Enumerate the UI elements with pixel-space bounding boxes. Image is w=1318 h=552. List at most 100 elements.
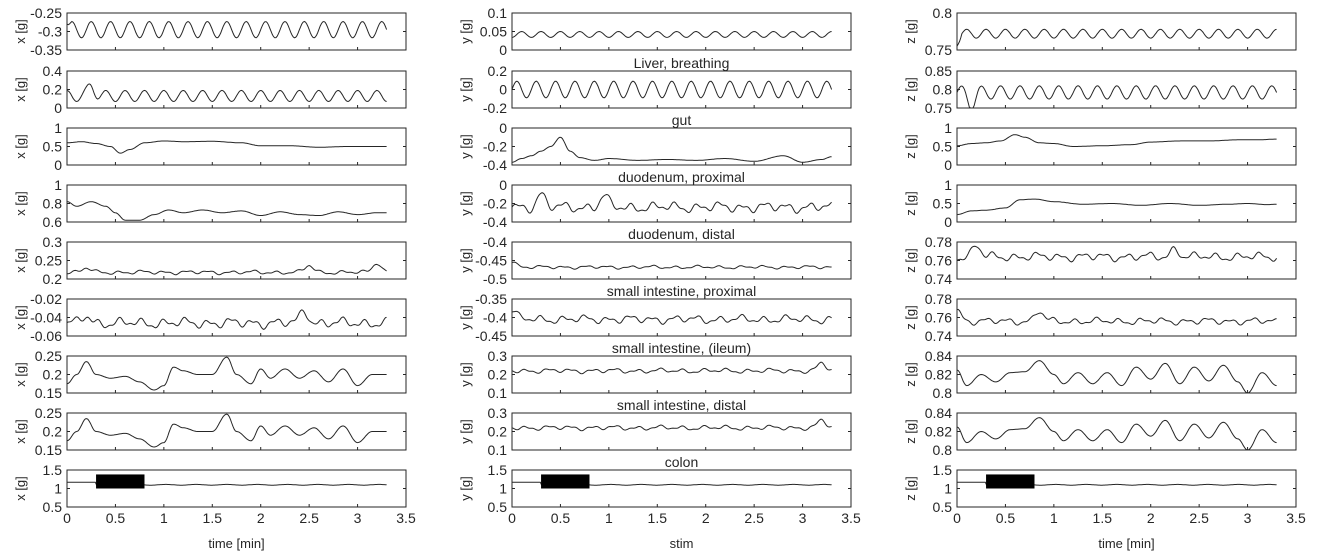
ytick-label-c2-r5-2: -0.4 — [483, 234, 507, 250]
ytick-label-c1-r6-2: -0.02 — [30, 291, 62, 307]
xtick-label-c1-7: 3.5 — [396, 510, 416, 526]
ytick-label-c1-r8-2: 0.25 — [35, 405, 62, 421]
ytick-label-c3-r5-0: 0.74 — [925, 271, 952, 287]
ytick-label-c2-r4-2: 0 — [499, 177, 507, 193]
ytick-label-c3-r7-0: 0.8 — [933, 385, 953, 401]
xtick-label-c1-2: 1 — [160, 510, 168, 526]
ytick-label-c1-r7-0: 0.15 — [35, 385, 62, 401]
ytick-label-c2-r7-2: 0.3 — [488, 348, 508, 364]
axes-box-c3-r2 — [956, 70, 1297, 109]
axes-box-c3-r3 — [956, 127, 1297, 166]
ylabel-c1-r6: x [g] — [13, 305, 28, 330]
ytick-label-c1-r7-2: 0.25 — [35, 348, 62, 364]
ytick-label-c1-r5-1: 0.25 — [35, 253, 62, 269]
row-title-7: small intestine, (ileum) — [612, 340, 751, 356]
ytick-label-c3-r3-1: 0.5 — [933, 139, 953, 155]
ytick-label-c2-r4-0: -0.4 — [483, 214, 507, 230]
ytick-label-c2-r3-1: -0.2 — [483, 139, 507, 155]
axes-box-c2-r2 — [511, 70, 852, 109]
row-title-4: duodenum, proximal — [618, 169, 745, 185]
series-line-c2-r7 — [511, 361, 832, 375]
ylabel-c1-r7: x [g] — [13, 362, 28, 387]
ytick-label-c3-r8-2: 0.84 — [925, 405, 952, 421]
ytick-label-c3-r2-2: 0.85 — [925, 63, 952, 79]
ytick-label-c1-r2-2: 0.4 — [43, 63, 63, 79]
ytick-label-c1-r5-0: 0.2 — [43, 271, 63, 287]
ytick-label-c1-r7-1: 0.2 — [43, 367, 63, 383]
ylabel-c3-r7: z [g] — [903, 362, 918, 387]
row-title-9: colon — [665, 454, 698, 470]
ytick-label-c1-r3-1: 0.5 — [43, 139, 63, 155]
ytick-label-c1-r9-0: 0.5 — [43, 499, 63, 515]
series-line-c1-r7 — [66, 356, 387, 391]
xtick-label-c2-1: 0.5 — [551, 510, 571, 526]
row-title-6: small intestine, proximal — [607, 283, 756, 299]
ytick-label-c3-r8-0: 0.8 — [933, 442, 953, 458]
xtick-label-c2-0: 0 — [508, 510, 516, 526]
ytick-label-c2-r8-2: 0.3 — [488, 405, 508, 421]
ylabel-c2-r3: y [g] — [458, 134, 473, 159]
ytick-label-c3-r1-0: 0.75 — [925, 42, 952, 58]
xtick-label-c3-7: 3.5 — [1286, 510, 1306, 526]
xtick-label-c3-0: 0 — [953, 510, 961, 526]
axes-box-c3-r5 — [956, 241, 1297, 280]
series-line-c3-r1 — [956, 28, 1277, 47]
series-line-c3-r5 — [956, 245, 1278, 263]
xtick-label-c2-6: 3 — [799, 510, 807, 526]
ytick-label-c1-r2-0: 0 — [54, 100, 62, 116]
ytick-label-c2-r6-2: -0.35 — [475, 291, 507, 307]
ytick-label-c2-r9-1: 1 — [499, 481, 507, 497]
row-title-3: gut — [672, 112, 692, 128]
ytick-label-c3-r4-0: 0 — [944, 214, 952, 230]
xtick-label-c2-4: 2 — [702, 510, 710, 526]
axes-box-c2-r7 — [511, 355, 852, 394]
xtick-label-c2-3: 1.5 — [648, 510, 668, 526]
ytick-label-c3-r3-2: 1 — [944, 120, 952, 136]
series-line-c1-r6 — [66, 309, 387, 330]
xtick-label-c3-4: 2 — [1147, 510, 1155, 526]
row-title-8: small intestine, distal — [617, 397, 746, 413]
ytick-label-c2-r9-2: 1.5 — [488, 462, 508, 478]
ytick-label-c2-r3-2: 0 — [499, 120, 507, 136]
ytick-label-c2-r2-0: -0.2 — [483, 100, 507, 116]
stim-block-c3-r9 — [986, 474, 1035, 489]
ytick-label-c1-r9-2: 1.5 — [43, 462, 63, 478]
ylabel-c1-r3: x [g] — [13, 134, 28, 159]
axes-box-c3-r8 — [956, 412, 1297, 451]
axes-box-c1-r1 — [66, 12, 407, 51]
ylabel-c3-r4: z [g] — [903, 191, 918, 216]
series-line-c2-r8 — [511, 418, 832, 432]
series-line-c2-r4 — [511, 192, 832, 214]
axes-box-c1-r4 — [66, 184, 407, 223]
ylabel-c3-r2: z [g] — [903, 77, 918, 102]
ytick-label-c3-r4-1: 0.5 — [933, 196, 953, 212]
ytick-label-c2-r7-0: 0.1 — [488, 385, 508, 401]
xtick-label-c3-3: 1.5 — [1093, 510, 1113, 526]
ytick-label-c2-r6-1: -0.4 — [483, 310, 507, 326]
ylabel-c2-r2: y [g] — [458, 77, 473, 102]
xtick-label-c2-5: 2.5 — [744, 510, 764, 526]
ylabel-c2-r4: y [g] — [458, 191, 473, 216]
ylabel-c1-r4: x [g] — [13, 191, 28, 216]
xtick-label-c3-2: 1 — [1050, 510, 1058, 526]
ytick-label-c3-r4-2: 1 — [944, 177, 952, 193]
ytick-label-c3-r3-0: 0 — [944, 157, 952, 173]
xtick-label-c1-4: 2 — [257, 510, 265, 526]
ytick-label-c2-r8-1: 0.2 — [488, 424, 508, 440]
axes-box-c3-r6 — [956, 298, 1297, 337]
ytick-label-c1-r4-0: 0.6 — [43, 214, 63, 230]
ylabel-c3-r6: z [g] — [903, 305, 918, 330]
row-title-5: duodenum, distal — [628, 226, 735, 242]
ytick-label-c2-r1-2: 0.1 — [488, 5, 508, 21]
series-line-c2-r1 — [511, 30, 832, 38]
ytick-label-c1-r2-1: 0.2 — [43, 82, 63, 98]
ylabel-c3-r9: z [g] — [903, 476, 918, 501]
ylabel-c2-r8: y [g] — [458, 419, 473, 444]
xlabel-c3: time [min] — [1098, 536, 1154, 551]
xtick-label-c1-0: 0 — [63, 510, 71, 526]
ylabel-c2-r5: y [g] — [458, 248, 473, 273]
xlabel-c2: stim — [670, 536, 694, 551]
row-title-2: Liver, breathing — [634, 55, 730, 71]
ytick-label-c3-r2-0: 0.75 — [925, 100, 952, 116]
